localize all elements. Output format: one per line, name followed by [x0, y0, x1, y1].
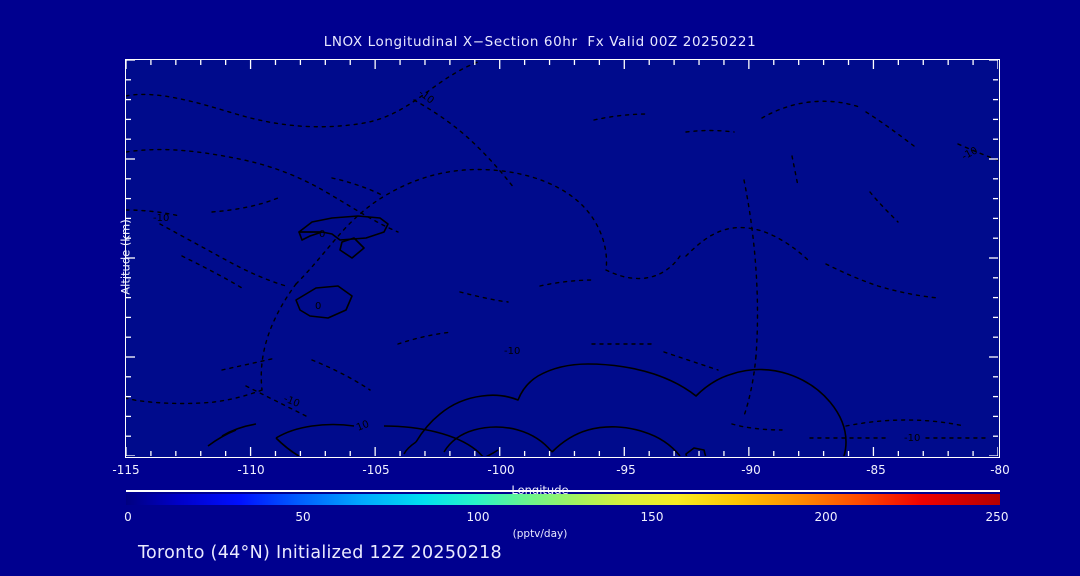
- plot-area: -10 -10 0 0 -10 -10 10 -10 -10: [125, 59, 1000, 458]
- x-tick: -90: [741, 463, 761, 477]
- colorbar: [126, 494, 1000, 505]
- contour-label: -10: [416, 88, 436, 107]
- x-tick: -85: [866, 463, 886, 477]
- contour-label: -10: [504, 346, 520, 357]
- x-tick: -100: [487, 463, 515, 477]
- x-tick: -80: [990, 463, 1010, 477]
- x-tick: -110: [237, 463, 265, 477]
- colorbar-top-rule: [126, 490, 1000, 492]
- colorbar-tick: 0: [124, 510, 132, 524]
- contour-label: -10: [960, 145, 980, 162]
- contour-label-group: -10 -10 0 0 -10 -10 10 -10 -10: [153, 88, 980, 444]
- contour-label: 0: [319, 229, 325, 240]
- colorbar-tick: 100: [466, 510, 490, 524]
- contour-negative-group: [126, 61, 998, 439]
- x-tick: -115: [112, 463, 140, 477]
- x-tick: -105: [362, 463, 390, 477]
- colorbar-units-label: (pptv/day): [512, 528, 568, 540]
- colorbar-tick: 150: [640, 510, 664, 524]
- footer-caption: Toronto (44°N) Initialized 12Z 20250218: [138, 543, 502, 563]
- contour-plot: -10 -10 0 0 -10 -10 10 -10 -10: [126, 61, 998, 456]
- x-tick: -95: [616, 463, 636, 477]
- chart-title: LNOX Longitudinal X−Section 60hr Fx Vali…: [323, 34, 757, 50]
- colorbar-tick: 250: [985, 510, 1009, 524]
- contour-zero-group: [295, 215, 389, 319]
- colorbar-tick: 50: [295, 510, 311, 524]
- y-axis-label: Altitude (km): [118, 219, 133, 295]
- contour-label: -10: [904, 433, 920, 444]
- contour-label: -10: [153, 213, 169, 224]
- colorbar-tick: 200: [814, 510, 838, 524]
- contour-label: 10: [355, 419, 371, 434]
- contour-label: 0: [315, 301, 321, 312]
- contour-positive-group: [207, 363, 847, 456]
- contour-label: -10: [282, 394, 301, 410]
